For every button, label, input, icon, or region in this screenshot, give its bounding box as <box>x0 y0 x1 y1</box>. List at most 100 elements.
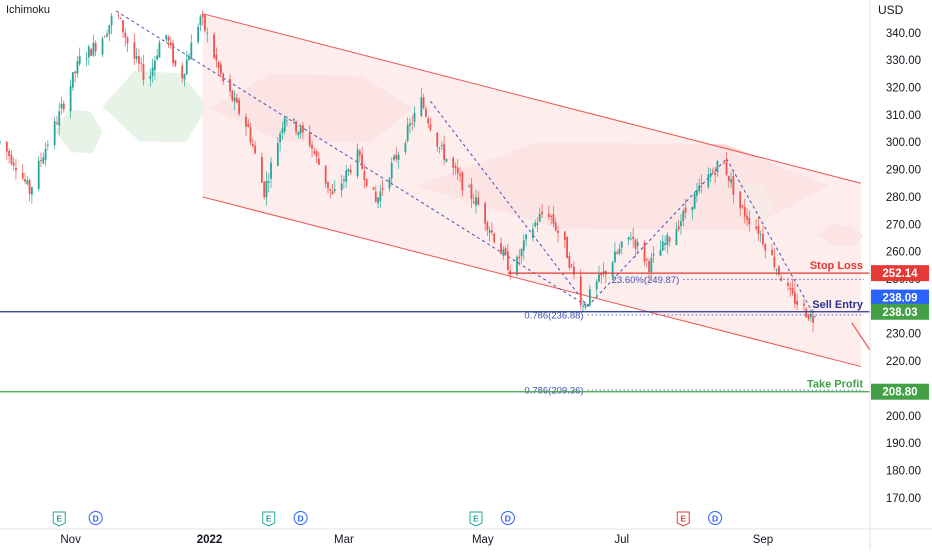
candle <box>627 236 630 246</box>
candle <box>472 194 475 205</box>
candle-body <box>201 13 204 17</box>
candle <box>165 34 168 44</box>
candle <box>547 205 550 220</box>
candle-body <box>650 257 653 273</box>
candle <box>15 158 17 180</box>
candle-body <box>723 163 726 165</box>
candle <box>30 186 33 204</box>
candle <box>438 146 441 154</box>
candle <box>588 284 591 308</box>
candle <box>343 175 345 189</box>
candle <box>279 130 282 152</box>
candle-body <box>807 314 810 320</box>
candle-body <box>317 158 320 165</box>
candle <box>491 222 493 236</box>
candle-body <box>773 256 776 267</box>
channel-lower-line[interactable] <box>202 196 862 368</box>
event-marker-letter: E <box>56 514 62 524</box>
candle-body <box>595 281 598 290</box>
indicator-legend[interactable]: Ichimoku <box>6 4 51 16</box>
candle <box>598 265 600 283</box>
channel-upper-line[interactable] <box>202 13 862 184</box>
earnings-marker[interactable]: E <box>676 511 690 527</box>
candle <box>53 116 56 150</box>
candle <box>233 90 236 111</box>
trend-line[interactable] <box>115 10 588 307</box>
earnings-marker[interactable]: E <box>52 511 66 527</box>
candle-body <box>397 154 400 160</box>
candle <box>668 236 671 247</box>
stop-loss-badge-box <box>871 265 929 282</box>
candle <box>361 146 364 170</box>
price-tick-label: 310.00 <box>886 110 921 122</box>
candle <box>78 47 81 67</box>
time-tick-label: Sep <box>753 534 773 546</box>
candle <box>281 121 284 140</box>
time-tick-label: Jul <box>614 534 629 546</box>
candle-body <box>796 300 799 305</box>
candle <box>44 142 47 167</box>
candle-body <box>429 124 432 130</box>
time-axis[interactable]: Nov 2022 Mar May Jul Sep <box>0 528 932 546</box>
candle <box>727 175 730 188</box>
candle-body <box>771 249 773 256</box>
candle-body <box>0 141 1 143</box>
candle-body <box>509 270 512 275</box>
candle-body <box>682 210 685 221</box>
candle <box>757 216 760 242</box>
candle-body <box>427 118 430 124</box>
candle-body <box>87 46 90 58</box>
trend-line[interactable] <box>726 158 816 318</box>
dividend-marker[interactable]: D <box>88 511 103 525</box>
stop-loss-label: Stop Loss <box>810 260 863 272</box>
candle-body <box>69 85 72 112</box>
candle <box>87 44 90 66</box>
candle <box>37 156 40 192</box>
earnings-marker[interactable]: E <box>262 511 276 527</box>
trend-line[interactable] <box>430 100 588 307</box>
candle-body <box>15 167 17 171</box>
candle <box>566 235 568 259</box>
projection-arrow[interactable] <box>851 322 871 351</box>
candle-body <box>666 234 669 246</box>
candle-body <box>645 258 648 261</box>
candle-body <box>94 42 97 52</box>
price-tick-label: 230.00 <box>886 329 921 341</box>
candle-body <box>584 306 587 308</box>
dividend-marker[interactable]: D <box>500 511 515 525</box>
candle-body <box>395 154 398 160</box>
candle-body <box>406 124 409 141</box>
candle <box>791 278 794 296</box>
candle-body <box>714 172 717 175</box>
candle <box>124 27 127 47</box>
event-marker-letter: D <box>505 514 511 524</box>
candle-body <box>741 205 744 208</box>
candle <box>452 156 455 176</box>
candle <box>299 123 302 139</box>
candle <box>504 246 507 257</box>
candle-body <box>190 42 193 60</box>
dividend-marker-shape <box>500 511 515 525</box>
candle <box>538 207 541 223</box>
candle <box>133 33 136 66</box>
candle-body <box>331 191 334 195</box>
candle-body <box>149 75 152 80</box>
candle-body <box>500 242 502 254</box>
candle-body <box>563 231 566 241</box>
candle <box>363 164 366 189</box>
candle <box>92 34 95 58</box>
candle <box>629 231 632 241</box>
candle-body <box>586 303 589 306</box>
dividend-marker[interactable]: D <box>293 511 308 525</box>
sell-entry-label: Sell Entry <box>812 299 864 311</box>
candle <box>693 192 696 209</box>
candle <box>135 47 138 63</box>
dividend-marker[interactable]: D <box>708 511 723 525</box>
candle <box>532 223 534 242</box>
candle-body <box>206 33 209 34</box>
earnings-marker[interactable]: E <box>469 511 483 527</box>
candle <box>771 244 773 256</box>
trend-line[interactable] <box>587 158 727 307</box>
candle-body <box>557 230 559 234</box>
